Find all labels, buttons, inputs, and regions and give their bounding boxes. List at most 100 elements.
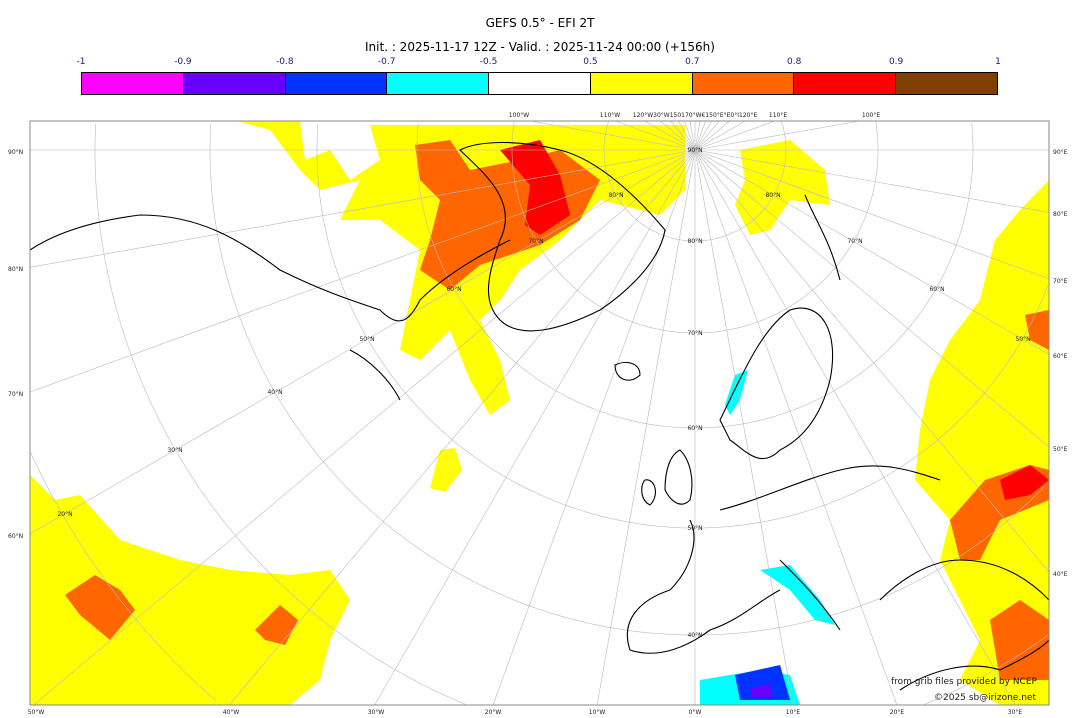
colorbar-label: -0.8 [275,57,294,67]
meridian-line [694,120,701,151]
axis-label: 80°N [765,192,781,199]
map-title: GEFS 0.5° - EFI 2T [485,16,595,30]
axis-label: 120°W30°W150170°W€150°E°E0°I120°E [632,112,758,119]
axis-label: 20°E [889,709,905,716]
axis-label: 50°N [1015,336,1031,343]
axis-label: 110°W [599,112,621,119]
parallel-line [603,121,787,242]
colorbar-segment [183,73,286,94]
meridian-line [660,120,696,151]
axis-label: 40°W [222,709,240,716]
blue-area-med [735,665,790,700]
parallel-line [209,124,1048,636]
axis-label: 30°N [167,447,183,454]
axis-label: 80°N [608,192,624,199]
axis-label: 20°W [484,709,502,716]
axis-label: 70°N [8,391,24,398]
red-area-east [1000,465,1049,500]
axis-label: 60°N [446,286,462,293]
colorbar-segment [285,73,388,94]
meridian-line [678,120,696,151]
meridian-line [615,120,696,151]
meridian-line [694,149,794,706]
axis-label: 40°E [1053,571,1068,578]
credit-copyright: ©2025 sb@irizone.net [934,693,1036,703]
meridian-line [694,149,898,706]
axis-label: 70°N [687,330,703,337]
parallel-line [416,123,974,429]
colorbar-segment [82,73,184,94]
credit-source: from grib files provided by NCEP [891,677,1037,687]
meridian-line [694,149,1050,573]
axis-label: 90°N [8,149,24,156]
colorbar-segment [692,73,795,94]
meridian-line [644,120,696,151]
orange-area-east1 [1025,310,1049,350]
colorbar-segment [489,73,591,94]
parallel-line [316,123,1049,529]
meridian-line [689,120,696,151]
axis-label: 50°N [359,336,375,343]
axis-label: 80°E [1053,211,1068,218]
axis-label: 60°N [687,425,703,432]
yellow-area-atlantic-small [430,448,462,492]
colorbar-label: -0.9 [174,57,192,67]
axis-label: 20°N [57,511,73,518]
red-area-greenland [500,140,570,235]
parallel-line [511,121,879,334]
meridian-line [229,149,696,706]
cyan-area-norway [725,370,748,415]
colorbar-segment [387,73,490,94]
meridian-line [29,149,696,393]
colorbar-label: 0.8 [787,57,802,67]
axis-label: 100°E [861,112,881,119]
axis-label: 50°W [27,709,45,716]
coastlines [29,142,1050,691]
meridian-line [694,120,706,151]
meridian-line [694,120,775,151]
meridian-line [694,120,746,151]
axis-label: 0°W [688,709,702,716]
colorbar-segment [794,73,897,94]
meridian-line [694,120,720,151]
axis-label: 70°N [847,238,863,245]
axis-label: 30°W [367,709,385,716]
axis-label: 30°E [1007,709,1023,716]
meridian-line [694,149,1050,213]
meridian-line [694,149,1050,355]
orange-area-sw2 [255,605,298,645]
axis-label: 80°N [8,266,24,273]
meridian-line [694,120,730,151]
meridian-line [530,120,696,151]
yellow-area-southwest [30,475,350,705]
colorbar-label: -1 [76,57,86,67]
orange-area-east3 [990,600,1049,680]
colorbar-label: 0.7 [685,57,700,67]
colorbar-label: -0.7 [377,57,396,67]
axis-label: 50°E [1053,446,1068,453]
meridian-line [694,149,1016,706]
axis-label: 110°E [768,112,788,119]
colorbar-label: 0.5 [583,57,598,67]
axis-label: 10°E [785,709,801,716]
colorbar-segment [590,73,693,94]
meridian-line [694,120,860,151]
meridian-line [694,149,1050,448]
colorbar-segment [896,73,998,94]
yellow-area-siberia [735,140,830,235]
axis-label: 60°N [8,533,24,540]
colorbar [81,72,998,95]
axis-label: 40°N [687,632,703,639]
cyan-area-italy [760,565,835,625]
meridian-line [694,120,712,151]
map-frame [29,120,1050,706]
axis-label: 40°N [267,389,283,396]
meridian-line [684,120,696,151]
map-subtitle: Init. : 2025-11-17 12Z - Valid. : 2025-1… [365,40,715,54]
axis-label: 100°W [508,112,530,119]
colorbar-label: -0.5 [479,57,498,67]
meridian-line [33,149,696,706]
graticule [29,120,1050,706]
meridian-line [29,149,696,268]
